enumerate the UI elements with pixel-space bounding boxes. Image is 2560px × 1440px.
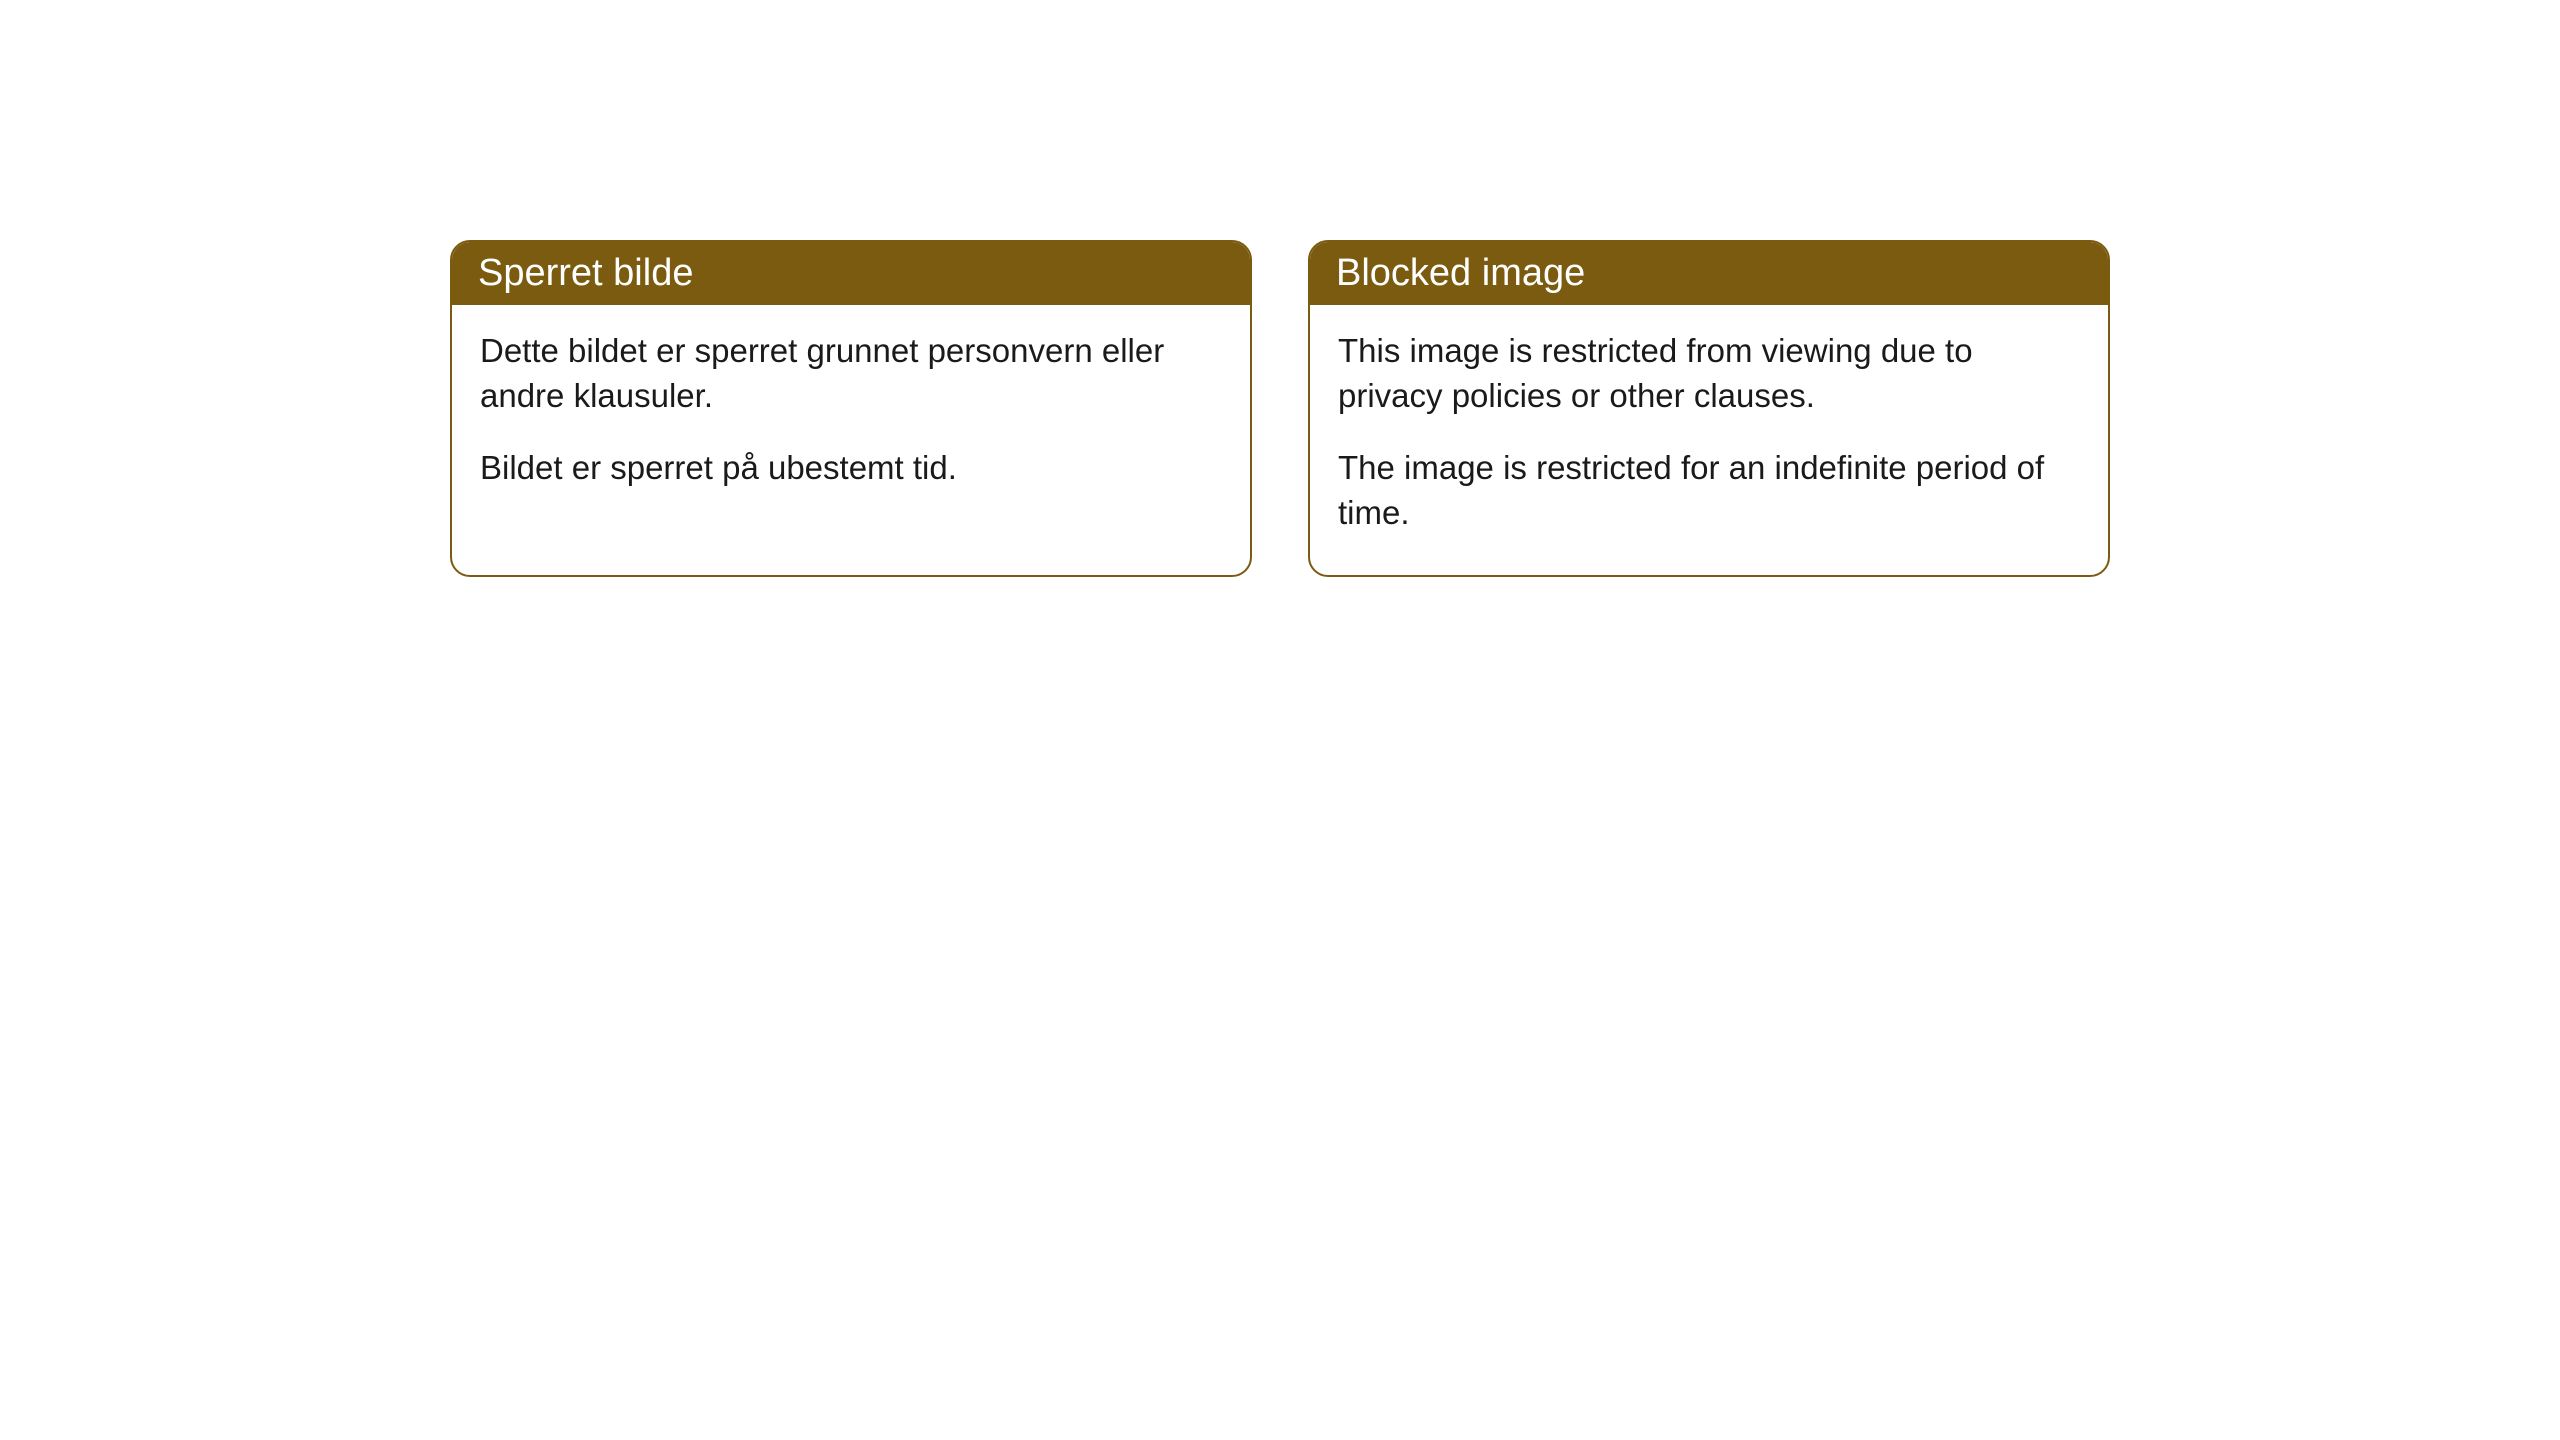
card-paragraph-en-1: This image is restricted from viewing du… [1338, 329, 2080, 418]
card-body-en: This image is restricted from viewing du… [1310, 305, 2108, 575]
card-header-en: Blocked image [1310, 242, 2108, 305]
card-blocked-image-en: Blocked image This image is restricted f… [1308, 240, 2110, 577]
card-paragraph-en-2: The image is restricted for an indefinit… [1338, 446, 2080, 535]
card-title-no: Sperret bilde [478, 252, 693, 294]
card-title-en: Blocked image [1336, 252, 1585, 294]
card-body-no: Dette bildet er sperret grunnet personve… [452, 305, 1250, 531]
card-header-no: Sperret bilde [452, 242, 1250, 305]
card-paragraph-no-2: Bildet er sperret på ubestemt tid. [480, 446, 1222, 491]
card-paragraph-no-1: Dette bildet er sperret grunnet personve… [480, 329, 1222, 418]
cards-container: Sperret bilde Dette bildet er sperret gr… [450, 240, 2110, 577]
card-blocked-image-no: Sperret bilde Dette bildet er sperret gr… [450, 240, 1252, 577]
